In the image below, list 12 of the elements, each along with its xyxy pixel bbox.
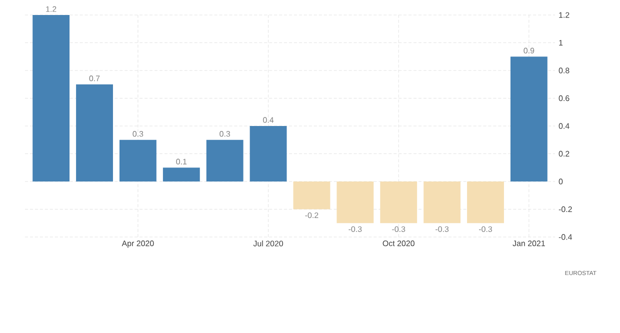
bar [32,14,70,182]
bar [424,182,461,224]
bar [380,182,418,224]
bar [119,140,156,182]
bar [293,182,330,210]
bar [336,182,374,224]
bar [510,56,548,182]
bar [206,140,244,182]
bar [76,84,113,182]
bar [162,168,200,182]
bar [467,182,504,224]
bar [250,126,287,182]
